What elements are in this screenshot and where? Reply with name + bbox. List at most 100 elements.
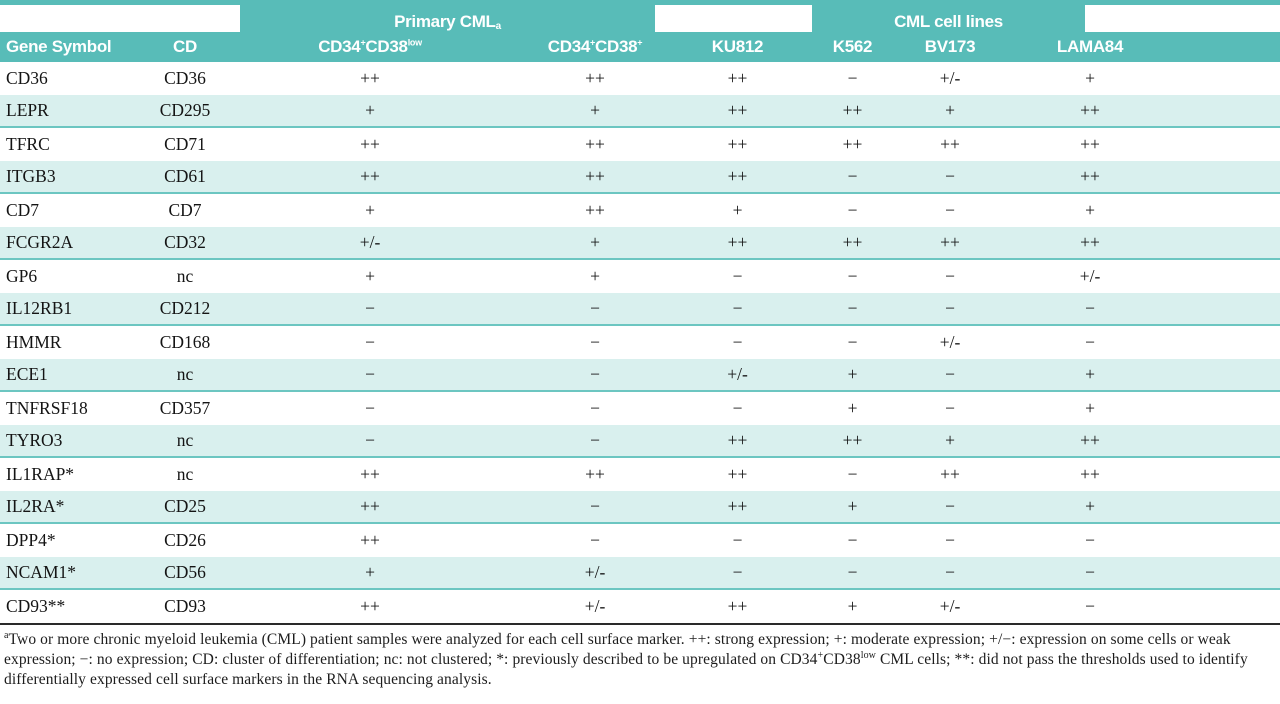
expression-cell: ++ (585, 68, 605, 88)
expression-cell: − (945, 530, 955, 550)
expression-cell: + (1085, 364, 1095, 384)
expression-cell: − (590, 398, 600, 418)
expression-cell: +/- (1079, 266, 1101, 286)
expression-cell: ++ (360, 496, 380, 516)
expression-cell: − (590, 430, 600, 450)
table-row-il1rap: IL1RAP* nc ++ ++ ++ − ++ ++ (0, 458, 1280, 491)
cd-cell: CD25 (164, 496, 206, 516)
expression-cell: ++ (727, 464, 748, 484)
expression-cell: − (1085, 298, 1095, 318)
table-row-gp6: GP6 nc + + − − − +/- (0, 260, 1280, 293)
expression-cell: ++ (727, 596, 748, 616)
expression-cell: − (847, 68, 858, 88)
table-row-fcgr2a: FCGR2A CD32 +/- + ++ ++ ++ ++ (0, 227, 1280, 260)
expression-cell: ++ (1080, 464, 1100, 484)
gene-symbol-cell: NCAM1* (6, 562, 77, 582)
expression-cell: ++ (360, 166, 380, 186)
gene-symbol-cell: LEPR (6, 100, 49, 120)
column-header-row: Gene Symbol CD CD34+CD38low CD34+CD38+ KU812… (0, 32, 1280, 62)
cd-cell: CD71 (164, 134, 206, 154)
gene-symbol-cell: GP6 (6, 266, 38, 286)
gene-symbol-cell: HMMR (6, 332, 62, 352)
cd-cell: CD7 (168, 200, 202, 220)
expression-cell: − (847, 332, 858, 352)
table-row-il2ra: IL2RA* CD25 ++ − ++ + − + (0, 491, 1280, 524)
gene-symbol-cell: CD7 (6, 200, 40, 220)
cd-cell: nc (176, 266, 194, 286)
expression-cell: − (945, 496, 955, 516)
column-header-col2: CD34+CD38low (318, 37, 422, 56)
cd-cell: CD61 (164, 166, 206, 186)
expression-cell: − (732, 562, 743, 582)
expression-cell: ++ (727, 100, 748, 120)
expression-cell: − (945, 200, 955, 220)
expression-cell: ++ (727, 496, 748, 516)
expression-cell: ++ (360, 134, 380, 154)
expression-cell: − (945, 166, 955, 186)
cd-cell: CD168 (159, 332, 211, 352)
table-row-lepr: LEPR CD295 + + ++ ++ + ++ (0, 95, 1280, 128)
gene-symbol-cell: CD36 (6, 68, 48, 88)
table-row-tfrc: TFRC CD71 ++ ++ ++ ++ ++ ++ (0, 128, 1280, 161)
expression-cell: − (945, 398, 955, 418)
expression-cell: ++ (727, 232, 748, 252)
expression-cell: ++ (727, 166, 748, 186)
footnote-text-2: CD38 (823, 650, 861, 668)
footnote-sup-low: low (860, 649, 876, 661)
expression-cell: +/- (584, 562, 606, 582)
expression-cell: ++ (585, 134, 605, 154)
expression-cell: − (365, 398, 375, 418)
table-body: CD36 CD36 ++ ++ ++ − +/- + LEPR CD295 + + ++ ++ + ++ TFR… (0, 62, 1280, 623)
expression-cell: − (945, 562, 955, 582)
cd-cell: nc (176, 430, 194, 450)
expression-cell: − (847, 266, 858, 286)
expression-cell: ++ (940, 464, 960, 484)
expression-cell: − (365, 430, 375, 450)
table-row-tnfrsf18: TNFRSF18 CD357 − − − + − + (0, 392, 1280, 425)
expression-cell: − (732, 398, 743, 418)
column-header-ku812: KU812 (711, 37, 764, 56)
gene-symbol-cell: ITGB3 (6, 166, 56, 186)
expression-cell: +/- (584, 596, 606, 616)
expression-cell: + (590, 100, 600, 120)
expression-cell: + (732, 200, 743, 220)
gene-symbol-cell: IL2RA* (6, 496, 65, 516)
expression-cell: ++ (1080, 430, 1100, 450)
expression-cell: + (945, 100, 955, 120)
expression-cell: − (590, 332, 600, 352)
expression-cell: − (1085, 562, 1095, 582)
expression-cell: − (847, 166, 858, 186)
expression-cell: + (847, 496, 858, 516)
expression-cell: + (365, 100, 375, 120)
expression-cell: ++ (1080, 100, 1100, 120)
gene-symbol-cell: DPP4* (6, 530, 56, 550)
expression-cell: − (847, 464, 858, 484)
expression-cell: − (365, 332, 375, 352)
expression-cell: + (1085, 496, 1095, 516)
expression-cell: − (365, 364, 375, 384)
table-row-ece1: ECE1 nc − − +/- + − + (0, 359, 1280, 392)
expression-cell: +/- (939, 596, 961, 616)
expression-cell: + (1085, 68, 1095, 88)
group-header-primary-cml: Primary CML a (240, 0, 655, 33)
expression-cell: − (732, 298, 743, 318)
column-header-col3: CD34+CD38+ (547, 37, 643, 56)
gene-symbol-cell: TNFRSF18 (6, 398, 88, 418)
table-footnote: aTwo or more chronic myeloid leukemia (C… (0, 625, 1280, 689)
expression-cell: ++ (360, 68, 380, 88)
expression-cell: − (365, 298, 375, 318)
footnote-sup-a: a (4, 629, 9, 641)
gene-symbol-cell: TYRO3 (6, 430, 63, 450)
expression-cell: ++ (842, 232, 863, 252)
expression-cell: − (847, 562, 858, 582)
expression-cell: ++ (585, 166, 605, 186)
expression-cell: ++ (360, 464, 380, 484)
expression-cell: − (945, 266, 955, 286)
cd-cell: CD36 (164, 68, 206, 88)
gene-symbol-cell: TFRC (6, 134, 50, 154)
expression-cell: + (1085, 398, 1095, 418)
cd-cell: CD26 (164, 530, 206, 550)
column-header-k562: K562 (832, 37, 873, 56)
expression-cell: + (365, 266, 375, 286)
